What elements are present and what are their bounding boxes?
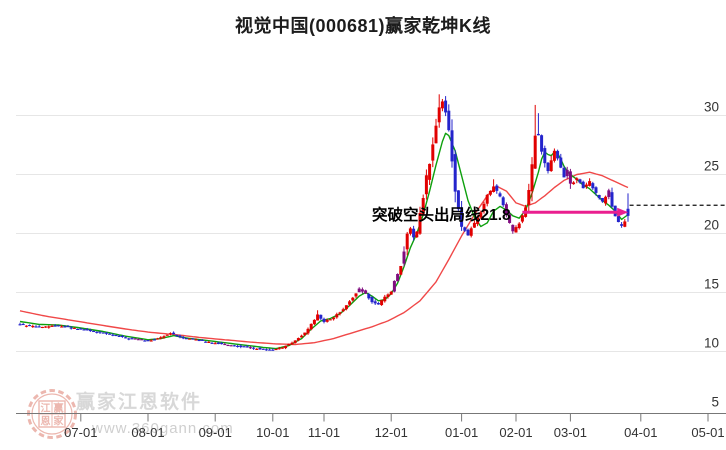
x-axis-label: 12-01: [375, 425, 408, 440]
seal-char: 家: [54, 415, 65, 428]
x-axis-label: 07-01: [64, 425, 97, 440]
breakout-annotation-label: 突破空头出局线21.8: [372, 207, 511, 224]
y-axis-label: 30: [704, 100, 719, 115]
x-axis-label: 01-01: [445, 425, 478, 440]
x-axis-label: 11-01: [308, 425, 340, 440]
x-axis-label: 09-01: [199, 425, 232, 440]
y-axis-label: 15: [704, 277, 719, 292]
y-axis-label: 25: [704, 159, 719, 174]
ma-fast-line: [19, 132, 629, 350]
chart-title: 视觉中国(000681)赢家乾坤K线: [234, 16, 492, 36]
x-axis-label: 05-01: [691, 425, 724, 440]
seal-char: 江: [41, 402, 51, 415]
x-axis: 07-01 08-01 09-01 10-01 11-01 12-01 01-01 02-01…: [16, 413, 726, 440]
seal-char: 赢: [54, 402, 64, 415]
x-axis-label: 02-01: [499, 425, 532, 440]
candlestick-series: [18, 94, 630, 351]
x-axis-label: 08-01: [131, 425, 164, 440]
seal-char: 恩: [41, 416, 51, 428]
breakout-arrow: [522, 207, 629, 217]
y-axis-label: 20: [704, 218, 719, 233]
watermark-url-text: www.360gann.com: [92, 420, 234, 437]
gridlines: [16, 115, 726, 353]
y-axis: 30 25 20 15 10 5: [704, 100, 719, 410]
y-axis-label: 5: [711, 395, 719, 410]
x-axis-label: 03-01: [554, 425, 587, 440]
x-axis-label: 10-01: [256, 425, 289, 440]
x-axis-label: 04-01: [624, 425, 657, 440]
watermark-brand-text: 赢家江恩软件: [76, 392, 203, 413]
y-axis-label: 10: [704, 336, 719, 351]
